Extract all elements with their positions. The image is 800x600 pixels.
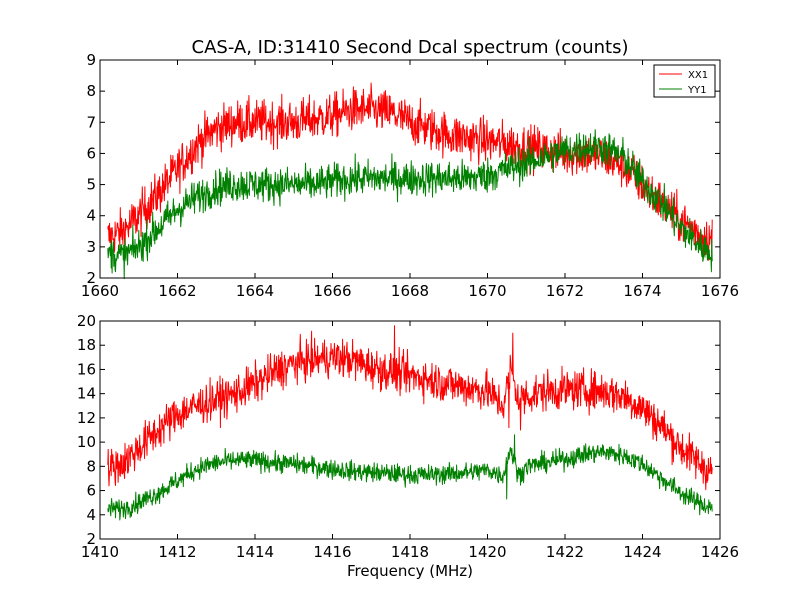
y-tick-label: 2 (86, 269, 96, 287)
x-tick-label: 1424 (623, 543, 661, 561)
x-tick-label: 1668 (391, 282, 429, 300)
legend-label-xx1: XX1 (688, 70, 708, 81)
y-tick-label: 14 (77, 385, 96, 403)
y-tick-label: 2 (86, 530, 96, 548)
y-tick-label: 4 (86, 506, 96, 524)
x-tick-label: 1660 (81, 282, 119, 300)
x-tick-label: 1426 (701, 543, 739, 561)
y-tick-label: 4 (86, 207, 96, 225)
x-tick-label: 1670 (468, 282, 506, 300)
legend-box (653, 64, 716, 98)
y-tick-label: 6 (86, 144, 96, 162)
y-tick-label: 8 (86, 82, 96, 100)
x-tick-label: 1420 (468, 543, 506, 561)
x-tick-label: 1666 (313, 282, 351, 300)
series-line-yy1-panel-1 (107, 129, 713, 280)
x-tick-label: 1672 (546, 282, 584, 300)
x-tick-label: 1662 (158, 282, 196, 300)
x-tick-label: 1676 (701, 282, 739, 300)
legend-label-yy1: YY1 (687, 85, 707, 96)
y-tick-label: 10 (77, 433, 96, 451)
chart-title: CAS-A, ID:31410 Second Dcal spectrum (co… (192, 37, 629, 58)
y-tick-label: 5 (86, 176, 96, 194)
bottom-spectrum-panel: 1410 1412 1414 1416 1418 1420 1422 1424 14262468… (77, 312, 739, 561)
y-tick-label: 7 (86, 113, 96, 131)
top-spectrum-panel: 1660 1662 1664 1666 1668 1670 1672 1674 1676 2 3 4 5… (81, 51, 739, 300)
series-line-green-panel-2 (107, 434, 713, 521)
x-tick-label: 1422 (546, 543, 584, 561)
x-tick-label: 1418 (391, 543, 429, 561)
x-tick-label: 1674 (623, 282, 661, 300)
y-tick-label: 6 (86, 482, 96, 500)
y-tick-label: 20 (77, 312, 96, 330)
x-tick-label: 1664 (236, 282, 274, 300)
x-axis-label: Frequency (MHz) (347, 562, 473, 580)
y-tick-label: 16 (77, 360, 96, 378)
y-tick-label: 18 (77, 336, 96, 354)
y-tick-label: 8 (86, 457, 96, 475)
y-tick-label: 9 (86, 51, 96, 69)
x-tick-label: 1414 (236, 543, 274, 561)
y-tick-label: 12 (77, 409, 96, 427)
y-tick-label: 3 (86, 238, 96, 256)
x-tick-label: 1412 (158, 543, 196, 561)
series-line-red-panel-2 (107, 325, 713, 491)
x-tick-label: 1410 (81, 543, 119, 561)
x-tick-label: 1416 (313, 543, 351, 561)
